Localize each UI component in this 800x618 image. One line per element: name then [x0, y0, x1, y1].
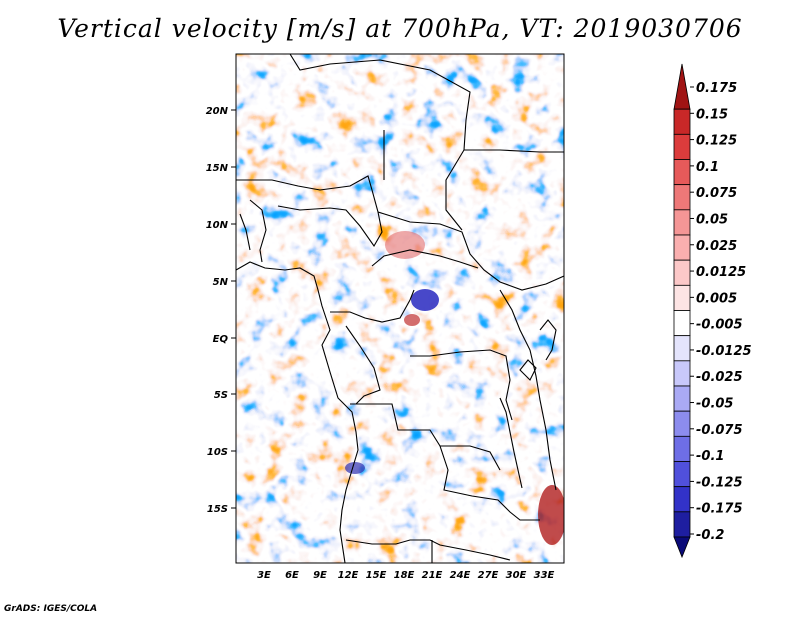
latitude-axis: 20N 15N 10N 5N EQ 5S 10S 15S — [206, 106, 236, 515]
lon-label: 33E — [534, 570, 555, 581]
colorbar-swatch — [673, 335, 691, 362]
colorbar-label: 0.0125 — [696, 265, 746, 280]
colorbar-swatch — [673, 385, 691, 412]
colorbar-label: 0.15 — [696, 107, 728, 122]
colorbar: 0.175 0.15 0.125 0.1 0.075 0.05 0.025 0.0125 0.0… — [673, 63, 752, 559]
lon-label: 21E — [422, 570, 443, 581]
colorbar-label: -0.175 — [696, 502, 743, 517]
colorbar-label: 0.005 — [696, 291, 737, 306]
lon-label: 27E — [478, 570, 499, 581]
colorbar-swatch — [673, 259, 691, 286]
colorbar-swatch — [673, 284, 691, 311]
colorbar-label: -0.2 — [696, 528, 724, 543]
colorbar-swatch — [673, 133, 691, 160]
colorbar-label: 0.1 — [696, 160, 719, 175]
lat-label: 5N — [213, 277, 229, 288]
lat-label: 10S — [207, 447, 228, 458]
colorbar-swatch — [673, 159, 691, 186]
colorbar-top-arrow — [673, 63, 691, 110]
lon-label: 30E — [506, 570, 527, 581]
lat-label: 10N — [206, 220, 229, 231]
lon-label: 9E — [313, 570, 327, 581]
colorbar-swatch — [673, 108, 691, 135]
lat-label: 20N — [206, 106, 229, 117]
colorbar-label: -0.005 — [696, 318, 743, 333]
country-borders — [236, 54, 564, 563]
longitude-axis: 3E 6E 9E 12E 15E 18E 21E 24E 27E 30E 33E — [257, 570, 554, 581]
lat-label: EQ — [213, 334, 229, 345]
map-frame — [235, 53, 565, 564]
lon-label: 6E — [285, 570, 299, 581]
colorbar-label: -0.075 — [696, 423, 743, 438]
lon-label: 12E — [338, 570, 359, 581]
lat-label: 15S — [207, 504, 228, 515]
lon-label: 24E — [450, 570, 471, 581]
colorbar-label: -0.0125 — [696, 344, 752, 359]
colorbar-label: 0.175 — [696, 81, 737, 96]
map-title: Vertical velocity [m/s] at 700hPa, VT: 2… — [57, 14, 743, 43]
colorbar-swatch — [673, 461, 691, 488]
colorbar-label: -0.025 — [696, 370, 743, 385]
colorbar-swatch — [673, 410, 691, 437]
lon-label: 15E — [366, 570, 387, 581]
colorbar-bottom-arrow — [673, 536, 691, 559]
colorbar-label: -0.1 — [696, 449, 724, 464]
lon-label: 3E — [257, 570, 271, 581]
colorbar-label: 0.05 — [696, 212, 728, 227]
colorbar-swatch — [673, 209, 691, 236]
colorbar-label: -0.125 — [696, 475, 743, 490]
colorbar-label: 0.125 — [696, 134, 737, 149]
colorbar-swatch — [673, 486, 691, 513]
grads-credit: GrADS: IGES/COLA — [4, 604, 98, 614]
colorbar-swatch — [673, 360, 691, 387]
colorbar-swatch — [673, 435, 691, 462]
colorbar-label: 0.025 — [696, 239, 737, 254]
velocity-field — [236, 54, 564, 563]
colorbar-label: 0.075 — [696, 186, 737, 201]
colorbar-swatch — [673, 184, 691, 211]
lat-label: 5S — [214, 390, 228, 401]
lat-label: 15N — [206, 163, 229, 174]
colorbar-swatch — [673, 234, 691, 261]
colorbar-label: -0.05 — [696, 397, 733, 412]
colorbar-swatch — [673, 310, 691, 337]
colorbar-swatch — [673, 511, 691, 538]
lon-label: 18E — [394, 570, 415, 581]
